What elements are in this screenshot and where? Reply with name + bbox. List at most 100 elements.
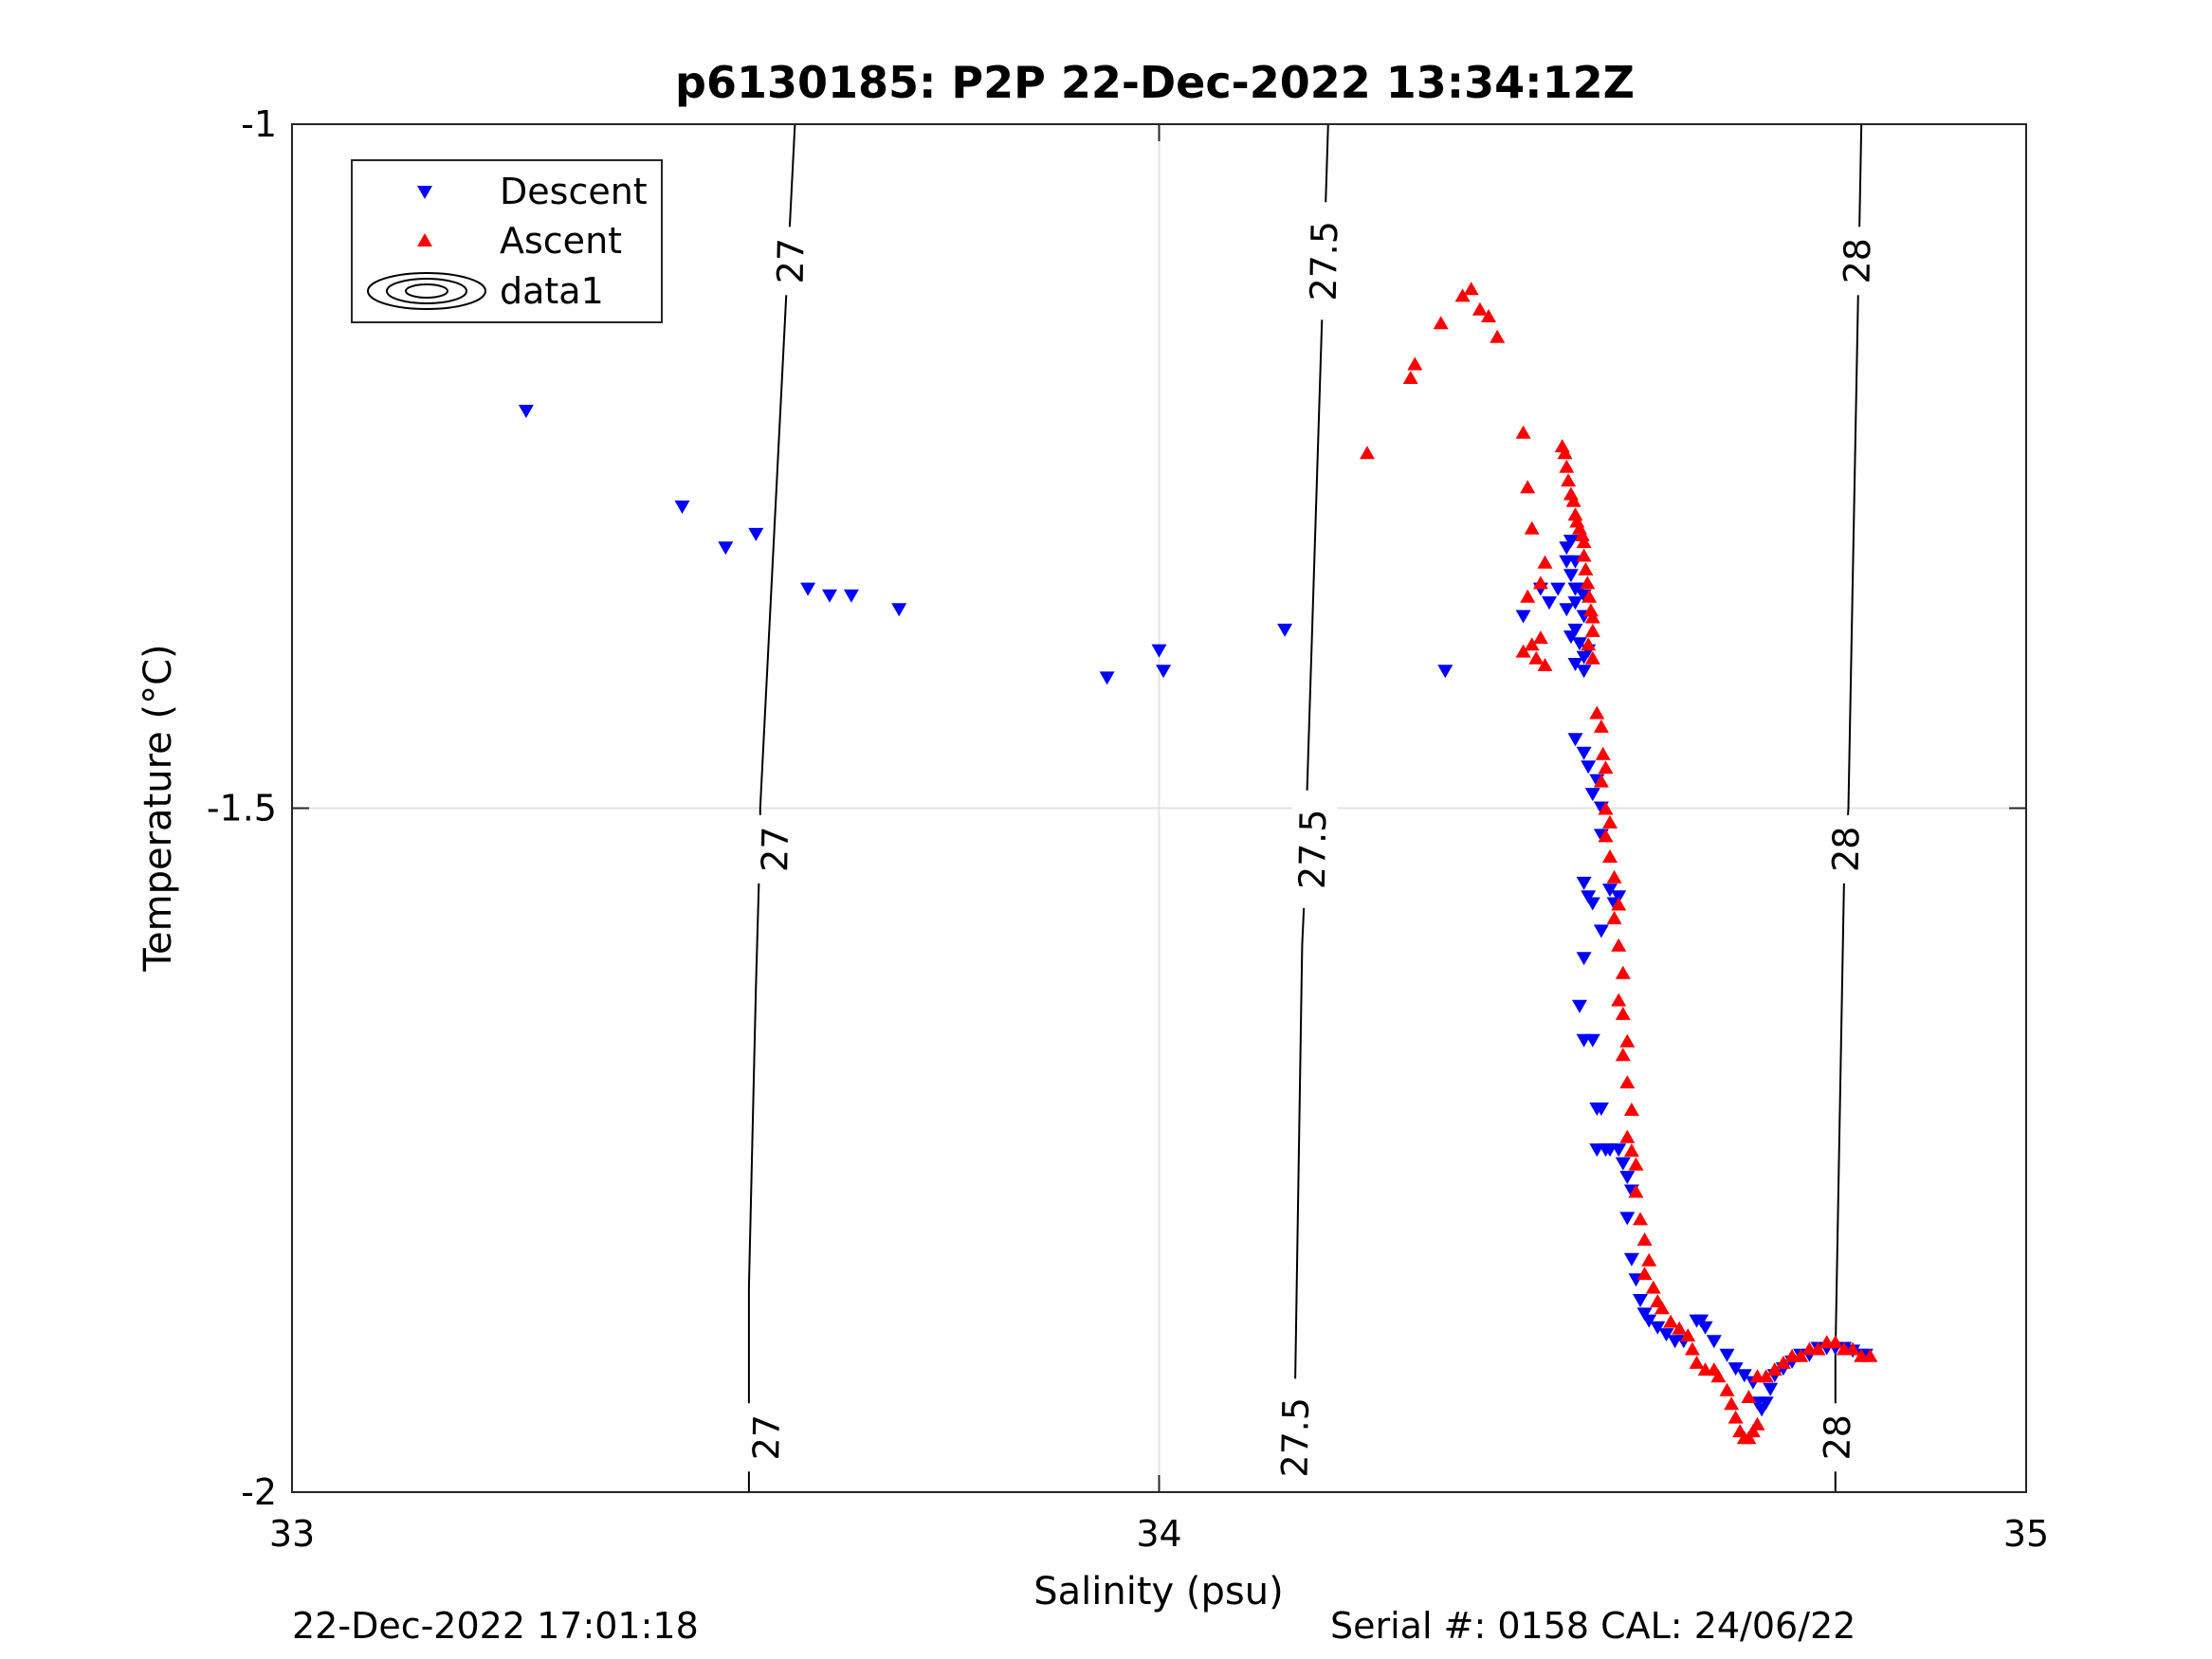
ascent-point bbox=[1615, 965, 1631, 979]
descent-point bbox=[1550, 582, 1566, 596]
legend-ascent-label: Ascent bbox=[500, 220, 622, 262]
ascent-point bbox=[1589, 705, 1605, 720]
descent-point bbox=[1099, 671, 1115, 685]
descent-point bbox=[1584, 788, 1600, 802]
contour-label: 27 bbox=[754, 826, 796, 872]
ascent-point bbox=[1532, 630, 1548, 645]
ascent-point bbox=[1515, 425, 1531, 439]
ascent-point bbox=[1581, 637, 1597, 651]
ascent-point bbox=[1584, 610, 1600, 624]
ascent-point bbox=[1719, 1382, 1735, 1396]
ascent-point bbox=[1582, 603, 1599, 617]
legend-contour-label: data1 bbox=[500, 270, 604, 312]
descent-point bbox=[1584, 1033, 1600, 1048]
ascent-point bbox=[1775, 1355, 1791, 1369]
ascent-point bbox=[1615, 1048, 1631, 1062]
descent-point bbox=[1581, 760, 1597, 775]
descent-point bbox=[518, 405, 534, 418]
descent-point bbox=[1572, 999, 1587, 1013]
axis-ticks: 33 34 35 -2 -1.5 -1 bbox=[207, 103, 2049, 1555]
ascent-point bbox=[1402, 371, 1418, 384]
ascent-point bbox=[1619, 1129, 1636, 1143]
ascent-point bbox=[1407, 356, 1423, 371]
descent-point bbox=[1581, 890, 1597, 904]
contour-label: 27 bbox=[745, 1414, 788, 1461]
ascent-point bbox=[1515, 644, 1531, 658]
descent-point bbox=[822, 589, 837, 603]
x-axis-label: Salinity (psu) bbox=[1033, 1570, 1283, 1613]
descent-point bbox=[1156, 665, 1172, 679]
ascent-point bbox=[1611, 993, 1627, 1007]
descent-point bbox=[1593, 924, 1609, 939]
y-tick-label: -1.5 bbox=[207, 788, 277, 830]
ascent-point bbox=[1561, 473, 1577, 487]
ascent-point bbox=[1472, 301, 1488, 316]
descent-point bbox=[1611, 890, 1627, 904]
contour-label-gap bbox=[1292, 790, 1339, 908]
descent-point bbox=[1623, 1252, 1639, 1267]
descent-point bbox=[1658, 1328, 1674, 1342]
y-tick-label: -2 bbox=[241, 1471, 277, 1513]
descent-point bbox=[1736, 1369, 1752, 1383]
ascent-point bbox=[1845, 1341, 1861, 1356]
descent-point bbox=[1636, 1307, 1653, 1322]
ascent-point bbox=[1532, 575, 1548, 590]
ascent-point bbox=[1628, 1157, 1644, 1171]
contour-label: 28 bbox=[1836, 238, 1878, 284]
ascent-point bbox=[1728, 1410, 1744, 1424]
descent-point bbox=[1277, 623, 1293, 637]
ascent-point bbox=[1595, 746, 1611, 760]
ascent-point bbox=[1463, 282, 1479, 296]
descent-point bbox=[1719, 1348, 1735, 1362]
contour-label-gap bbox=[745, 1403, 792, 1472]
ascent-point bbox=[1810, 1341, 1826, 1356]
descent-point bbox=[843, 589, 859, 603]
descent-point bbox=[1576, 665, 1592, 679]
descent-point bbox=[1758, 1396, 1774, 1411]
descent-point bbox=[1615, 1157, 1631, 1171]
ascent-point bbox=[1636, 1267, 1653, 1281]
ascent-point bbox=[1524, 637, 1540, 651]
descent-point bbox=[674, 501, 690, 514]
ascent-point bbox=[1689, 1355, 1705, 1369]
ascent-point bbox=[1606, 910, 1622, 924]
ascent-point bbox=[1633, 1212, 1648, 1226]
ascent-point bbox=[1680, 1328, 1696, 1342]
ascent-point bbox=[1793, 1348, 1809, 1362]
descent-point bbox=[891, 603, 907, 617]
footer-serial-cal: Serial #: 0158 CAL: 24/06/22 bbox=[1330, 1605, 1856, 1647]
ascent-point bbox=[1598, 801, 1614, 815]
ascent-point bbox=[1636, 1232, 1653, 1246]
contour-line bbox=[747, 123, 796, 1492]
ascent-point bbox=[1593, 719, 1609, 733]
ascent-point bbox=[1520, 589, 1536, 603]
ascent-point bbox=[1615, 1006, 1631, 1020]
contour-label: 27 bbox=[770, 238, 813, 284]
ascent-point bbox=[1433, 316, 1449, 330]
legend-descent-marker bbox=[417, 186, 432, 199]
y-axis-label: Temperature (°C) bbox=[137, 644, 180, 972]
descent-point bbox=[1650, 1321, 1666, 1335]
legend: Descent Ascent data1 bbox=[351, 159, 663, 323]
descent-point bbox=[1728, 1362, 1744, 1376]
ascent-point bbox=[1567, 507, 1583, 521]
ascent-point bbox=[1593, 774, 1609, 788]
ascent-point bbox=[1584, 650, 1600, 665]
descent-point bbox=[1576, 876, 1592, 890]
ascent-point bbox=[1557, 446, 1573, 460]
ascent-point bbox=[1606, 869, 1622, 884]
descent-point bbox=[1567, 596, 1583, 611]
density-contours: 27 27 27 27.5 27.5 27.5 28 28 28 bbox=[745, 123, 1883, 1497]
descent-point bbox=[1572, 637, 1587, 651]
contour-label-gap bbox=[1817, 1403, 1863, 1472]
descent-point bbox=[1563, 569, 1579, 583]
descent-point bbox=[1602, 884, 1618, 898]
descent-point bbox=[1151, 644, 1167, 658]
contour-label-gap bbox=[1837, 227, 1883, 296]
contour-label-gap bbox=[1274, 1378, 1321, 1497]
legend-ascent-marker bbox=[417, 233, 432, 246]
contour-label: 28 bbox=[1825, 826, 1868, 872]
ascent-point bbox=[1578, 562, 1594, 575]
ascent-point bbox=[1481, 309, 1496, 322]
